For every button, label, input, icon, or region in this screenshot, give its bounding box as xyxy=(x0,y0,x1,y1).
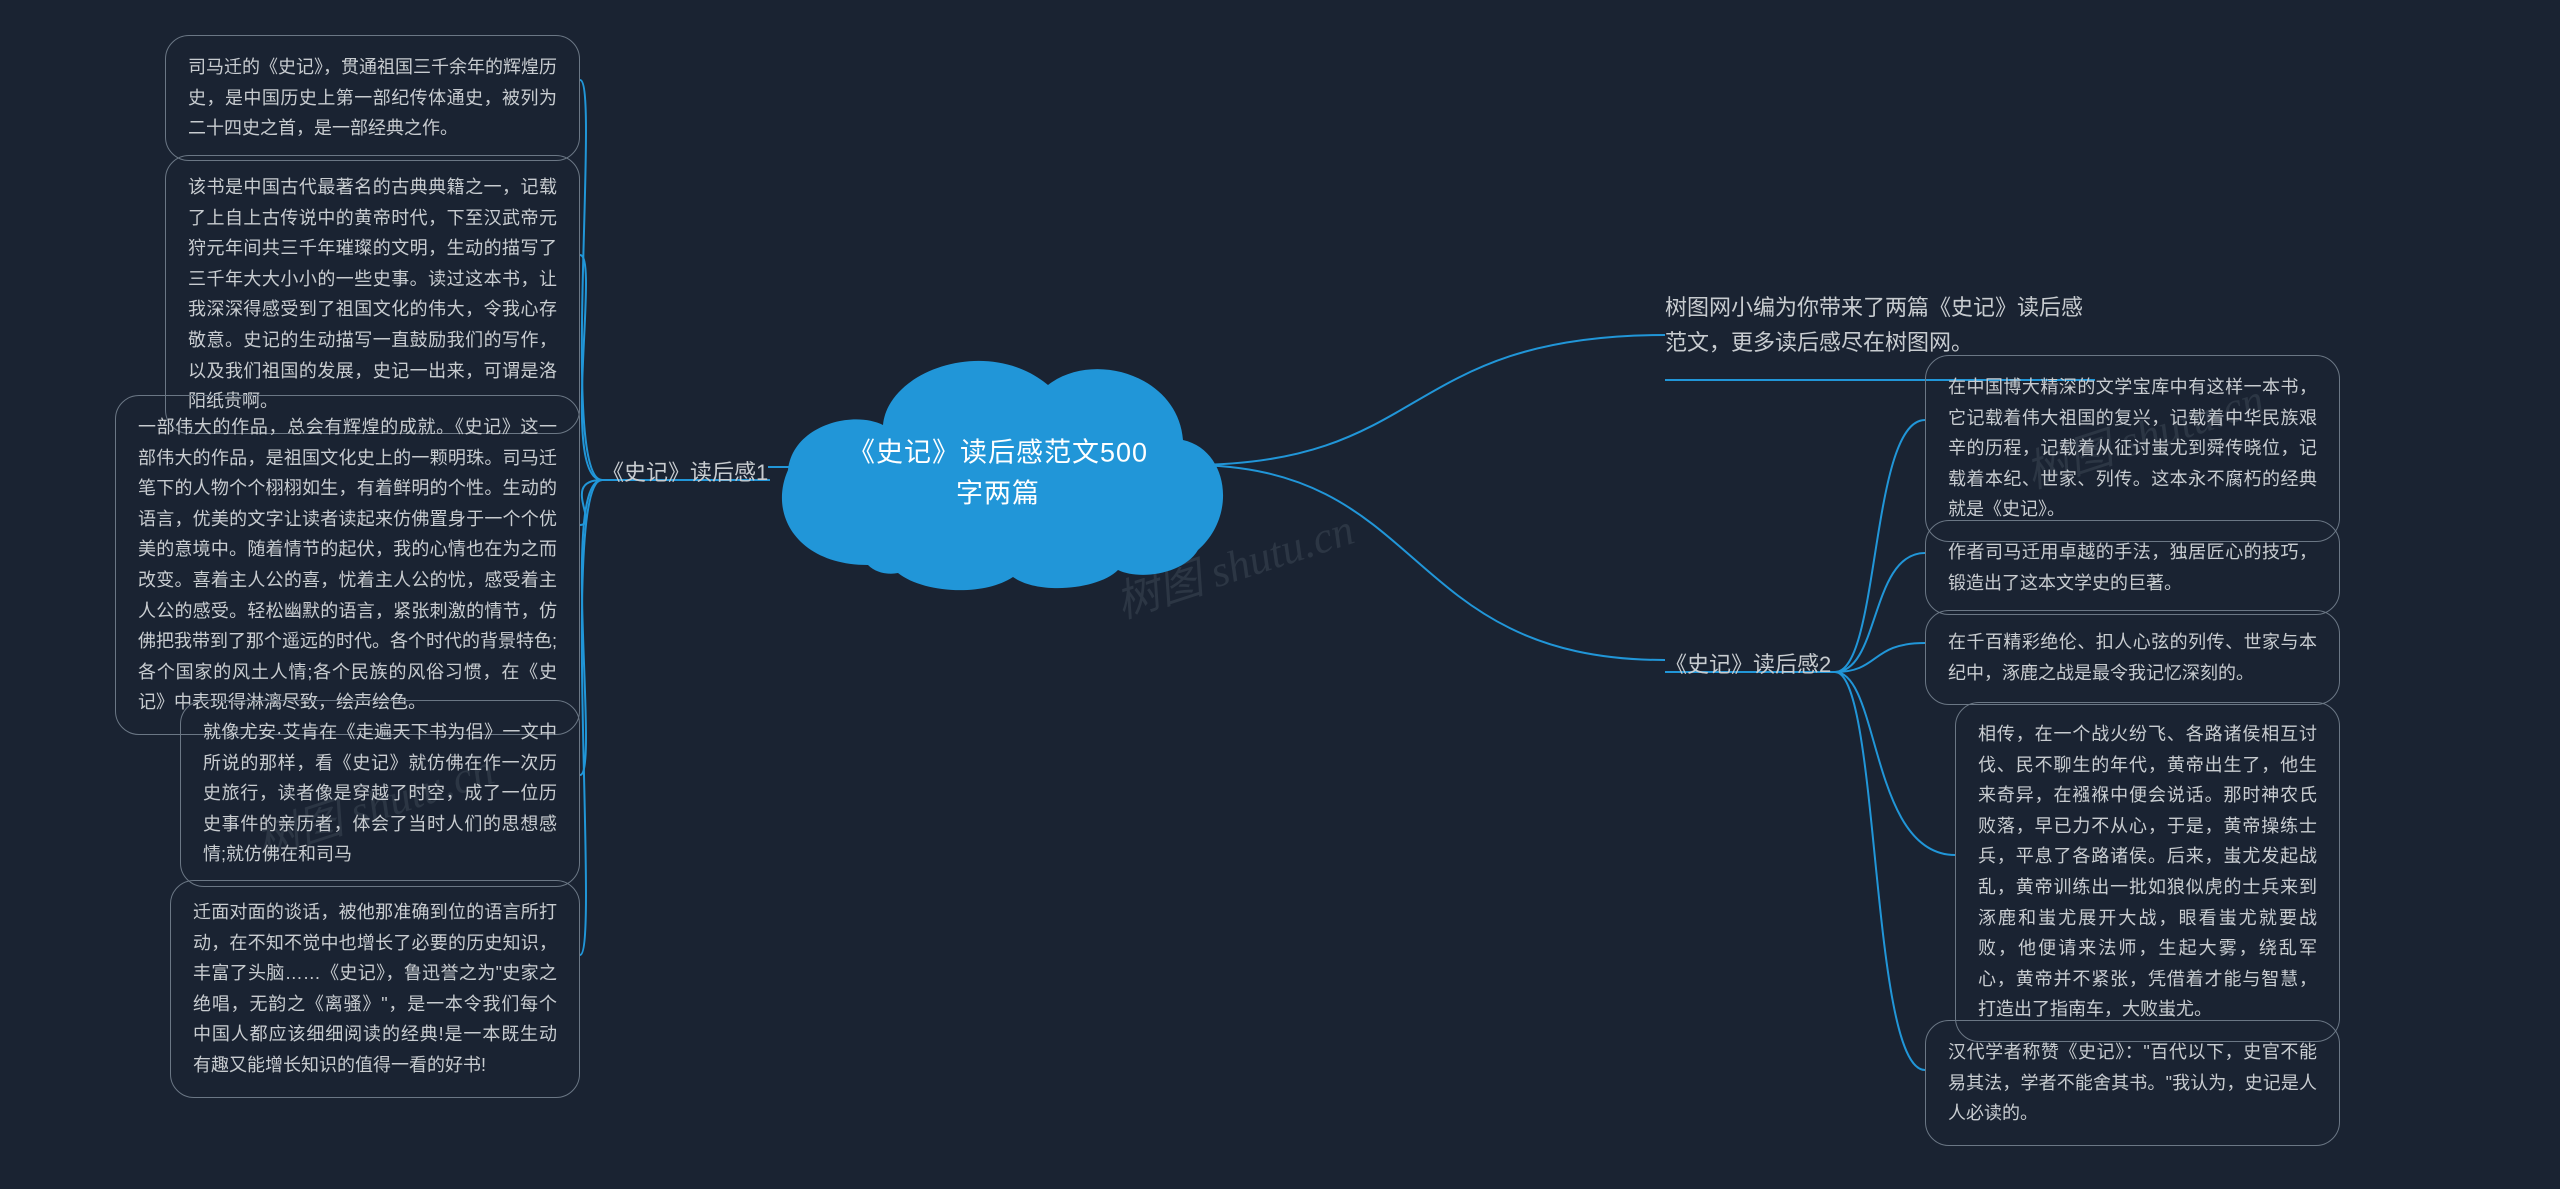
left-leaf-3[interactable]: 一部伟大的作品，总会有辉煌的成就。《史记》这一部伟大的作品，是祖国文化史上的一颗… xyxy=(115,395,580,735)
left-leaf-4[interactable]: 就像尤安·艾肯在《走遍天下书为侣》一文中所说的那样，看《史记》就仿佛在作一次历史… xyxy=(180,700,580,887)
right-branch-label[interactable]: 《史记》读后感2 xyxy=(1665,647,1831,679)
right-leaf-5[interactable]: 汉代学者称赞《史记》："百代以下，史官不能易其法，学者不能舍其书。"我认为，史记… xyxy=(1925,1020,2340,1146)
left-branch-label[interactable]: 《史记》读后感1 xyxy=(602,455,768,487)
center-node[interactable]: 《史记》读后感范文500 字两篇 xyxy=(758,315,1238,615)
right-leaf-3[interactable]: 在千百精彩绝伦、扣人心弦的列传、世家与本纪中，涿鹿之战是最令我记忆深刻的。 xyxy=(1925,610,2340,705)
left-leaf-5[interactable]: 迁面对面的谈话，被他那准确到位的语言所打动，在不知不觉中也增长了必要的历史知识，… xyxy=(170,880,580,1098)
right-leaf-2[interactable]: 作者司马迁用卓越的手法，独居匠心的技巧，锻造出了这本文学史的巨著。 xyxy=(1925,520,2340,615)
intro-text[interactable]: 树图网小编为你带来了两篇《史记》读后感范文，更多读后感尽在树图网。 xyxy=(1665,290,2095,360)
center-title: 《史记》读后感范文500 字两篇 xyxy=(828,433,1168,514)
right-leaf-1[interactable]: 在中国博大精深的文学宝库中有这样一本书，它记载着伟大祖国的复兴，记载着中华民族艰… xyxy=(1925,355,2340,542)
left-leaf-1[interactable]: 司马迁的《史记》，贯通祖国三千余年的辉煌历史，是中国历史上第一部纪传体通史，被列… xyxy=(165,35,580,161)
right-leaf-4[interactable]: 相传，在一个战火纷飞、各路诸侯相互讨伐、民不聊生的年代，黄帝出生了，他生来奇异，… xyxy=(1955,702,2340,1042)
left-leaf-2[interactable]: 该书是中国古代最著名的古典典籍之一，记载了上自上古传说中的黄帝时代，下至汉武帝元… xyxy=(165,155,580,434)
